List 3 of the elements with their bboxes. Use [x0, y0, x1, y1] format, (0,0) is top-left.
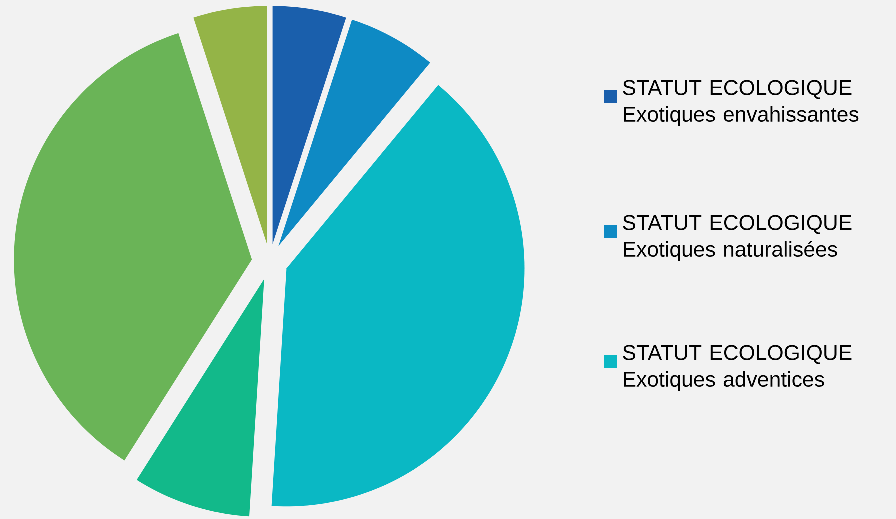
legend-label: STATUT ECOLOGIQUE Exotiques naturalisées	[623, 215, 852, 262]
legend-label: STATUT ECOLOGIQUE Exotiques adventices	[623, 345, 852, 392]
legend-label: STATUT ECOLOGIQUE Exotiques envahissantes	[623, 80, 859, 126]
